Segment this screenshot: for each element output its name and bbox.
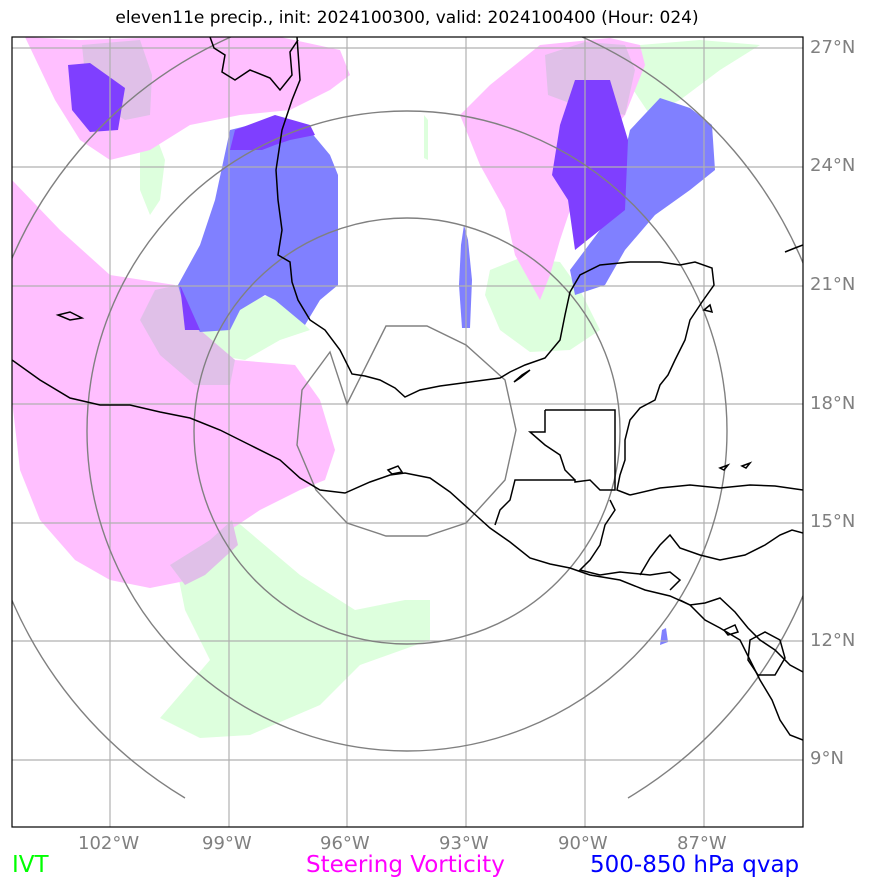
- map-frame: [11, 36, 804, 828]
- lon-label-96w: 96°W: [320, 833, 370, 854]
- lon-label-90w: 90°W: [558, 833, 608, 854]
- lat-label-12n: 12°N: [810, 630, 856, 651]
- range-ring-inner: [296, 325, 517, 537]
- overlap-region-west: [140, 285, 235, 385]
- lon-label-87w: 87°W: [677, 833, 727, 854]
- map-title: eleven11e precip., init: 2024100300, val…: [115, 8, 699, 28]
- qvap-region-gulf-east: [570, 98, 715, 295]
- legend-ivt: IVT: [12, 852, 49, 878]
- qvap-region-mexico: [178, 120, 338, 332]
- lat-label-18n: 18°N: [810, 393, 856, 414]
- vorticity-region-west: [12, 180, 335, 588]
- ivt-region-southwest: [160, 520, 430, 738]
- lat-label-9n: 9°N: [810, 748, 844, 769]
- qvap-core-gulf-east: [552, 80, 628, 250]
- qvap-core-florida-west: [68, 63, 125, 132]
- qvap-strong-regions: [68, 63, 628, 330]
- range-rings: [12, 37, 803, 799]
- range-ring-outer: [86, 110, 728, 752]
- qvap-region-pacific-speck: [660, 628, 668, 645]
- lat-label-15n: 15°N: [810, 511, 856, 532]
- qvap-core-mexico-sw: [180, 285, 200, 330]
- ivt-region-yucatan: [485, 258, 600, 352]
- lon-label-99w: 99°W: [202, 833, 252, 854]
- lon-label-93w: 93°W: [439, 833, 489, 854]
- lat-label-27n: 27°N: [810, 37, 856, 58]
- coastlines: [12, 37, 803, 741]
- overlap-region-southwest: [170, 520, 238, 585]
- graticule: [12, 37, 803, 827]
- range-ring-middle: [193, 217, 621, 645]
- lat-label-24n: 24°N: [810, 155, 856, 176]
- qvap-core-texas: [230, 115, 315, 150]
- ivt-region-northeast: [630, 40, 760, 115]
- ivt-region-gulf-sliver: [424, 115, 428, 160]
- lat-label-21n: 21°N: [810, 274, 856, 295]
- lon-label-102w: 102°W: [78, 833, 140, 854]
- legend-steering-vorticity: Steering Vorticity: [306, 852, 505, 878]
- legend-qvap: 500-850 hPa qvap: [590, 852, 800, 878]
